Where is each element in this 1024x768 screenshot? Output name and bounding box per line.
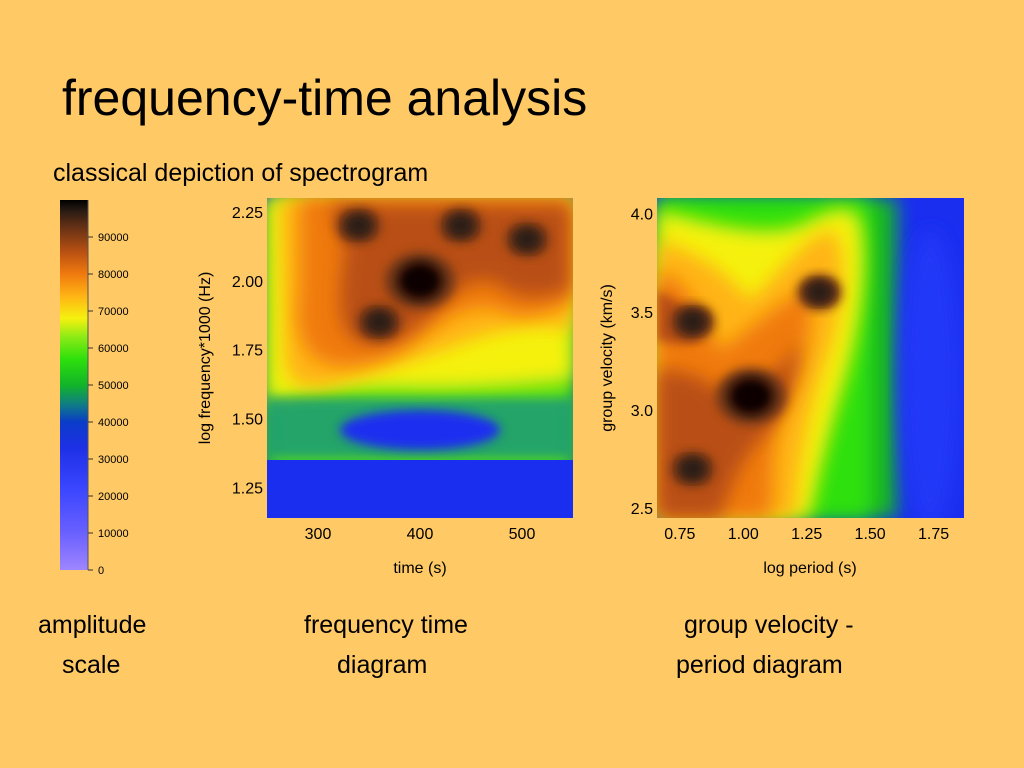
caption-group-velocity-period-diagram: group velocity - period diagram <box>676 605 854 685</box>
page-subtitle: classical depiction of spectrogram <box>53 159 429 187</box>
scale-tick-label: 50000 <box>98 380 129 392</box>
caption-line: diagram <box>337 651 428 679</box>
heatmap-peak <box>678 309 707 334</box>
scale-tick-label: 0 <box>98 565 104 577</box>
x-tick-label: 1.25 <box>791 526 822 543</box>
caption-amplitude-scale: amplitude scale <box>38 605 146 685</box>
caption-line: period diagram <box>676 651 843 679</box>
caption-frequency-time-diagram: frequency time diagram <box>304 605 468 685</box>
y-tick-label: 1.50 <box>232 412 263 429</box>
heatmap-peak <box>805 280 834 305</box>
y-tick-label: 4.0 <box>631 207 653 224</box>
page-title: frequency-time analysis <box>62 70 588 126</box>
x-axis-label: time (s) <box>393 560 446 577</box>
ft-peaks <box>336 207 550 341</box>
amplitude-scale-ticks: 0 10000 20000 30000 40000 50000 60000 70000 8000… <box>88 232 129 577</box>
heatmap-peak <box>446 213 475 238</box>
x-axis-label: log period (s) <box>763 560 856 577</box>
heatmap-peak <box>513 227 542 252</box>
x-tick-label: 1.75 <box>918 526 949 543</box>
amplitude-scale-bar <box>60 200 88 570</box>
caption-line: amplitude <box>38 611 147 639</box>
caption-line: scale <box>62 651 121 679</box>
x-tick-label: 500 <box>509 526 536 543</box>
ft-axes: 300 400 500 1.25 1.50 1.75 2.00 2.25 time (s) log… <box>197 205 536 577</box>
y-tick-label: 2.00 <box>232 274 263 291</box>
y-tick-label: 1.25 <box>232 481 263 498</box>
heatmap-peak <box>728 377 773 415</box>
y-tick-label: 3.5 <box>631 305 653 322</box>
y-tick-label: 3.0 <box>631 403 653 420</box>
frequency-time-diagram: 300 400 500 1.25 1.50 1.75 2.00 2.25 time (s) log… <box>197 198 573 577</box>
x-tick-label: 0.75 <box>664 526 695 543</box>
scale-tick-label: 90000 <box>98 232 129 244</box>
heatmap-peak <box>678 457 707 481</box>
scale-tick-label: 70000 <box>98 306 129 318</box>
y-axis-label: group velocity (km/s) <box>599 284 616 432</box>
x-tick-label: 1.00 <box>728 526 759 543</box>
amplitude-scale: 0 10000 20000 30000 40000 50000 60000 70000 8000… <box>60 200 129 577</box>
caption-line: frequency time <box>304 611 468 639</box>
y-tick-label: 1.75 <box>232 343 263 360</box>
scale-tick-label: 20000 <box>98 491 129 503</box>
heatmap-peak <box>344 213 373 238</box>
scale-tick-label: 30000 <box>98 454 129 466</box>
x-tick-label: 400 <box>407 526 434 543</box>
scale-tick-label: 60000 <box>98 343 129 355</box>
x-tick-label: 1.50 <box>855 526 886 543</box>
x-tick-label: 300 <box>305 526 332 543</box>
y-axis-label: log frequency*1000 (Hz) <box>197 272 214 445</box>
scale-tick-label: 40000 <box>98 417 129 429</box>
heatmap-peak <box>398 262 442 300</box>
y-tick-label: 2.5 <box>631 501 653 518</box>
gv-peaks <box>670 274 842 488</box>
scale-tick-label: 80000 <box>98 269 129 281</box>
scale-tick-label: 10000 <box>98 528 129 540</box>
group-velocity-period-diagram: 0.75 1.00 1.25 1.50 1.75 2.5 3.0 3.5 4.0 log peri… <box>599 198 964 577</box>
caption-line: group velocity - <box>684 611 854 639</box>
y-tick-label: 2.25 <box>232 205 263 222</box>
gv-axes: 0.75 1.00 1.25 1.50 1.75 2.5 3.0 3.5 4.0 log peri… <box>599 207 949 577</box>
heatmap-peak <box>365 310 394 335</box>
